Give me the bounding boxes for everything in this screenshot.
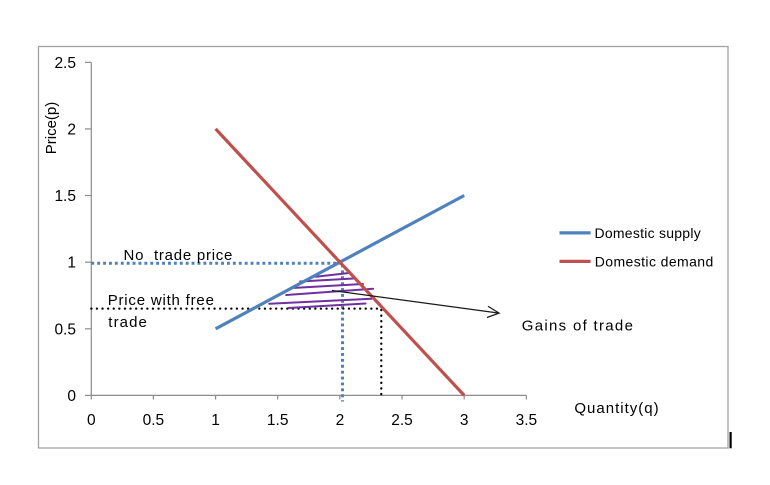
svg-text:3.5: 3.5 — [516, 412, 538, 429]
svg-text:1: 1 — [67, 255, 76, 272]
svg-text:1.5: 1.5 — [267, 412, 289, 429]
svg-text:Domestic supply: Domestic supply — [595, 225, 701, 241]
svg-text:0.5: 0.5 — [143, 412, 165, 429]
svg-text:Gains of trade: Gains of trade — [522, 317, 634, 334]
svg-text:2: 2 — [67, 121, 76, 138]
svg-text:trade: trade — [108, 314, 148, 331]
svg-text:Quantity(q): Quantity(q) — [574, 400, 659, 417]
svg-text:2: 2 — [336, 412, 345, 429]
svg-text:2.5: 2.5 — [391, 412, 413, 429]
svg-text:2.5: 2.5 — [54, 55, 76, 72]
svg-text:Price(p): Price(p) — [43, 102, 60, 155]
svg-text:0: 0 — [87, 412, 96, 429]
svg-text:0.5: 0.5 — [54, 321, 76, 338]
svg-text:Price with free: Price with free — [108, 292, 215, 309]
svg-text:No trade price: No trade price — [124, 247, 234, 264]
svg-text:1: 1 — [211, 412, 220, 429]
svg-text:3: 3 — [460, 412, 469, 429]
svg-text:Domestic demand: Domestic demand — [595, 253, 714, 269]
svg-text:1.5: 1.5 — [54, 188, 76, 205]
svg-text:0: 0 — [67, 388, 76, 405]
